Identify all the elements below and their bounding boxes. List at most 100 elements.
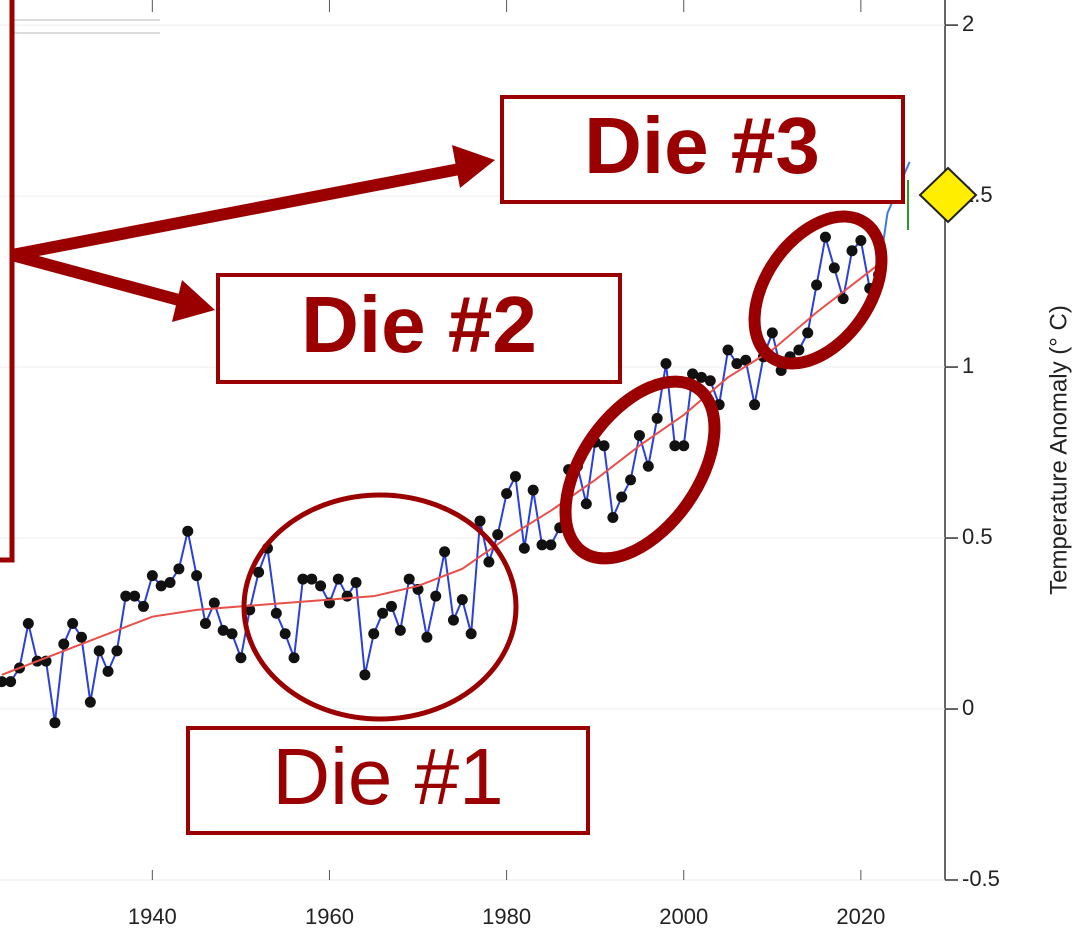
arrow-head bbox=[452, 145, 495, 188]
data-point bbox=[377, 607, 389, 619]
data-point bbox=[811, 279, 823, 291]
data-point bbox=[625, 474, 637, 486]
arrow-head bbox=[172, 280, 215, 322]
data-point bbox=[75, 631, 87, 643]
data-point bbox=[217, 624, 229, 636]
annotation: Die #1 bbox=[272, 732, 503, 821]
data-point bbox=[509, 470, 521, 482]
ellipse bbox=[241, 492, 519, 722]
data-point bbox=[270, 607, 282, 619]
data-point bbox=[651, 412, 663, 424]
x-tick-label: 1980 bbox=[482, 904, 531, 929]
annotation-box bbox=[500, 95, 905, 204]
data-point bbox=[191, 570, 203, 582]
annotation: Die #2 bbox=[301, 280, 537, 369]
data-point bbox=[306, 573, 318, 585]
data-point bbox=[704, 375, 716, 387]
data-point bbox=[545, 539, 557, 551]
y-tick-label: 1 bbox=[962, 353, 974, 378]
data-point bbox=[607, 512, 619, 524]
annotations bbox=[0, 0, 888, 722]
data-point bbox=[456, 594, 468, 606]
data-point bbox=[385, 600, 397, 612]
data-point bbox=[84, 696, 96, 708]
arrow bbox=[10, 161, 472, 261]
data-point bbox=[368, 628, 380, 640]
data-point bbox=[430, 590, 442, 602]
data-point bbox=[793, 344, 805, 356]
data-point bbox=[855, 235, 867, 247]
arrow bbox=[10, 249, 192, 309]
data-point bbox=[447, 614, 459, 626]
x-tick-label: 1940 bbox=[128, 904, 177, 929]
x-tick-label: 2000 bbox=[659, 904, 708, 929]
data-point bbox=[518, 542, 530, 554]
data-point bbox=[439, 546, 451, 558]
y-tick-label: 0 bbox=[962, 695, 974, 720]
data-point bbox=[93, 645, 105, 657]
data-point bbox=[332, 573, 344, 585]
data-point bbox=[146, 570, 158, 582]
data-point bbox=[164, 576, 176, 588]
data-point bbox=[235, 652, 247, 664]
data-point bbox=[288, 652, 300, 664]
series-line bbox=[1, 236, 880, 723]
ellipse bbox=[559, 375, 721, 565]
data-point bbox=[421, 631, 433, 643]
target-marker bbox=[918, 166, 978, 224]
data-point bbox=[669, 440, 681, 452]
y-tick-label: -0.5 bbox=[962, 866, 1000, 891]
data-point bbox=[731, 358, 743, 370]
data-point bbox=[678, 440, 690, 452]
ellipse bbox=[748, 210, 888, 370]
data-point bbox=[837, 293, 849, 305]
data-point bbox=[111, 645, 123, 657]
data-point bbox=[527, 484, 539, 496]
data-point bbox=[501, 488, 513, 500]
data-point bbox=[120, 590, 132, 602]
data-point bbox=[660, 358, 672, 370]
data-point bbox=[483, 556, 495, 568]
data-point bbox=[22, 618, 34, 630]
data-point bbox=[208, 597, 220, 609]
data-point bbox=[802, 327, 814, 339]
data-point bbox=[394, 624, 406, 636]
data-point bbox=[536, 539, 548, 551]
data-point bbox=[226, 628, 238, 640]
data-point bbox=[297, 573, 309, 585]
data-point bbox=[279, 628, 291, 640]
x-tick-label: 1960 bbox=[305, 904, 354, 929]
data-point bbox=[819, 231, 831, 243]
annotation-box bbox=[216, 273, 622, 384]
data-point bbox=[766, 327, 778, 339]
data-point bbox=[5, 676, 17, 688]
data-point bbox=[244, 604, 256, 616]
side-box bbox=[0, 0, 15, 563]
y-tick-label: 0.5 bbox=[962, 524, 993, 549]
data-point bbox=[695, 371, 707, 383]
data-point bbox=[828, 262, 840, 274]
data-point bbox=[155, 580, 167, 592]
annotation: Die #3 bbox=[584, 101, 820, 190]
data-point bbox=[67, 618, 79, 630]
y-tick-label: 2 bbox=[962, 11, 974, 36]
data-point bbox=[403, 573, 415, 585]
data-point bbox=[182, 525, 194, 537]
data-point bbox=[173, 563, 185, 575]
data-point bbox=[722, 344, 734, 356]
data-point bbox=[740, 354, 752, 366]
data-point bbox=[642, 460, 654, 472]
annotation-box bbox=[186, 726, 590, 835]
data-point bbox=[633, 429, 645, 441]
data-point bbox=[580, 498, 592, 510]
data-point bbox=[359, 669, 371, 681]
data-point bbox=[315, 580, 327, 592]
data-point bbox=[102, 665, 114, 677]
data-point bbox=[199, 618, 211, 630]
data-point bbox=[616, 491, 628, 503]
data-point bbox=[465, 628, 477, 640]
data-point bbox=[749, 399, 761, 411]
data-point bbox=[137, 600, 149, 612]
data-point bbox=[58, 638, 70, 650]
